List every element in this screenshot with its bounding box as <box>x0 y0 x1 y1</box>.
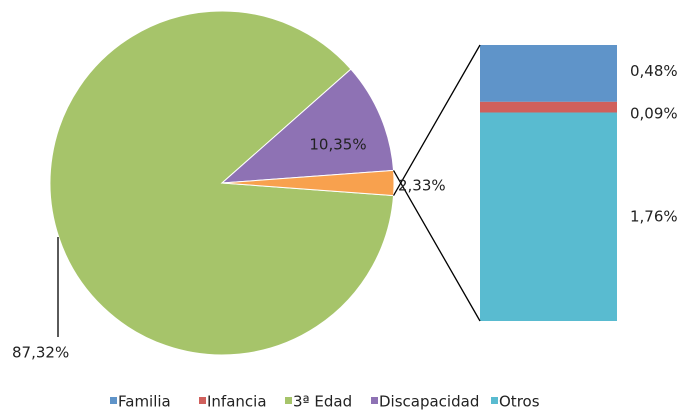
pie-value-label: 87,32% <box>12 344 69 362</box>
bar-value-label: 1,76% <box>630 207 678 225</box>
pie-slice <box>220 68 395 184</box>
legend-swatch <box>371 397 378 404</box>
bar-value-label: 0,48% <box>630 62 678 80</box>
legend-swatch <box>110 397 117 404</box>
legend-label: Familia <box>118 393 171 411</box>
legend-swatch <box>285 397 292 404</box>
bar-segment <box>480 101 617 113</box>
legend-label: Otros <box>499 393 540 411</box>
pie-value-label: 10,35% <box>309 136 366 154</box>
legend-label: Discapacidad <box>379 393 479 411</box>
connector-line <box>392 44 481 196</box>
bar-segment <box>480 112 617 321</box>
pie-value-label: 2,33% <box>398 177 446 195</box>
legend-label: Infancia <box>207 393 267 411</box>
legend-swatch <box>199 397 206 404</box>
bar-value-label: 0,09% <box>630 105 678 123</box>
legend-label: 3ª Edad <box>293 393 352 411</box>
connector-line <box>392 170 481 322</box>
bar-segment <box>480 45 617 102</box>
legend-swatch <box>491 397 498 404</box>
